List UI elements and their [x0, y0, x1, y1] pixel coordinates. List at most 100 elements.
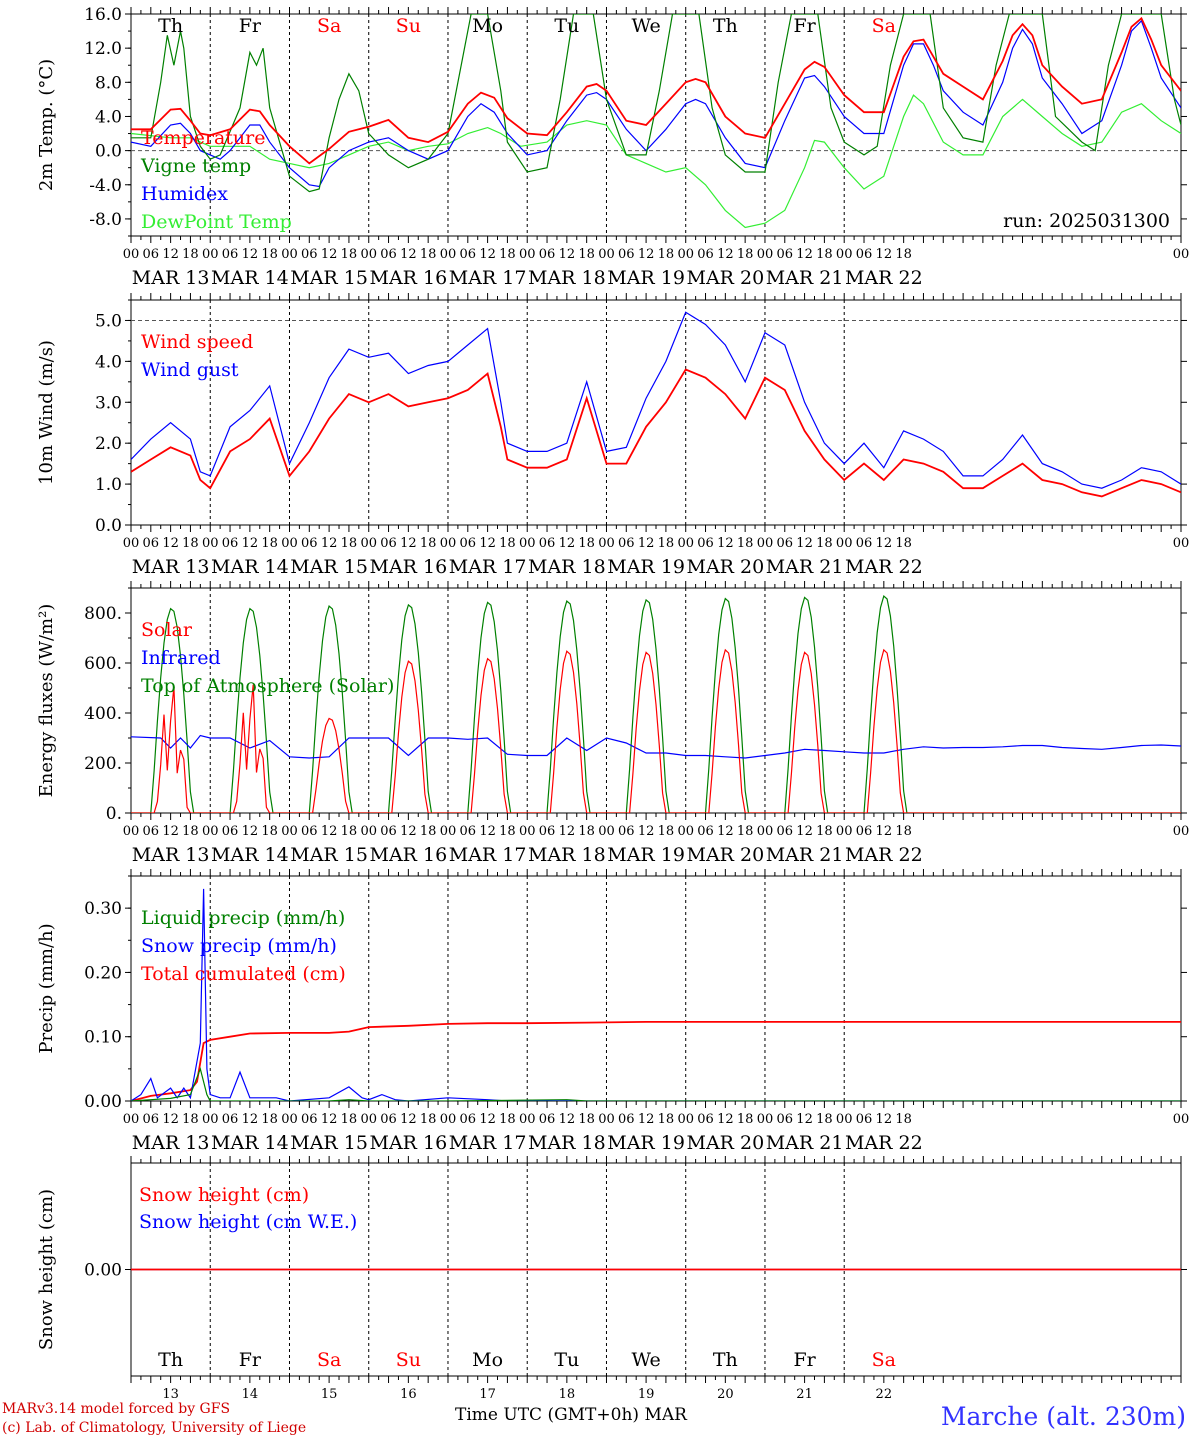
hour-tick-label: 00 [677, 824, 694, 839]
y-tick-label: 12.0 [84, 39, 122, 59]
legend-entry: Snow precip (mm/h) [141, 935, 337, 957]
series-line-dewpoint-temp [131, 94, 1181, 229]
hour-tick-label: 12 [717, 824, 734, 839]
hour-tick-label: 12 [717, 536, 734, 551]
y-tick-label: 5.0 [95, 311, 122, 331]
y-tick-label: 0.00 [84, 1092, 122, 1112]
y-axis-label: Precip (mm/h) [36, 923, 57, 1053]
hour-tick-label: 12 [321, 1112, 338, 1127]
y-tick-label: 3.0 [95, 393, 122, 413]
weekday-label: Fr [793, 15, 816, 37]
date-label: MAR 14 [211, 1132, 289, 1154]
site-label: Marche (alt. 230m) [940, 1402, 1186, 1431]
date-label: MAR 22 [845, 844, 923, 866]
hour-tick-label: 06 [697, 1112, 714, 1127]
legend-entry: Humidex [141, 183, 228, 205]
day-number-label: 13 [162, 1387, 179, 1402]
date-label: MAR 15 [290, 1132, 368, 1154]
weekday-label: Su [396, 15, 421, 37]
hour-tick-label: 00 [202, 824, 219, 839]
weekday-label: Th [713, 15, 738, 37]
hour-tick-label: 06 [856, 824, 873, 839]
hour-tick-label: 12 [876, 247, 893, 262]
month-label: MAR [644, 1405, 687, 1425]
date-label: MAR 13 [132, 844, 210, 866]
hour-tick-label: 18 [341, 536, 358, 551]
date-label: MAR 16 [370, 267, 448, 289]
hour-tick-label: 00 [360, 247, 377, 262]
hour-tick-label: 12 [321, 247, 338, 262]
hour-tick-label: 06 [143, 824, 160, 839]
weekday-label: Mo [472, 1349, 503, 1371]
hour-tick-label: 18 [895, 1112, 912, 1127]
weekday-label: Th [158, 15, 183, 37]
hour-tick-label: 18 [420, 536, 437, 551]
legend-entry: Snow height (cm W.E.) [139, 1211, 357, 1233]
hour-tick-label: 18 [816, 1112, 833, 1127]
hour-tick-label: 06 [618, 824, 635, 839]
hour-tick-label: 18 [341, 1112, 358, 1127]
x-axis-title: Time UTC (GMT+0h) [455, 1405, 640, 1425]
day-number-label: 17 [479, 1387, 496, 1402]
hour-tick-label: 18 [658, 824, 675, 839]
hour-tick-label: 12 [876, 1112, 893, 1127]
hour-tick-label: 18 [895, 824, 912, 839]
series-line-wind-speed [131, 368, 1181, 498]
hour-tick-label: 06 [143, 536, 160, 551]
hour-tick-label: 06 [856, 1112, 873, 1127]
hour-tick-label: 18 [658, 247, 675, 262]
hour-tick-label: 00 [757, 824, 774, 839]
hour-tick-label: 00 [836, 1112, 853, 1127]
y-tick-label: 0.20 [84, 963, 122, 983]
panel-energy: 0. 200. 400. 600. 800. Energy fluxes (W/m²) So… [36, 581, 1189, 866]
legend-entry: Liquid precip (mm/h) [141, 907, 345, 929]
hour-tick-label: 00 [519, 824, 536, 839]
hour-tick-label: 00 [519, 247, 536, 262]
hour-tick-label: 00 [1173, 1112, 1190, 1127]
date-label: MAR 19 [607, 844, 685, 866]
hour-tick-label: 06 [380, 1112, 397, 1127]
hour-tick-label: 00 [281, 247, 298, 262]
y-tick-label: 800. [84, 604, 122, 624]
series-line-wind-gust [131, 311, 1181, 489]
hour-tick-label: 12 [638, 824, 655, 839]
hour-tick-label: 06 [301, 536, 318, 551]
hour-tick-label: 12 [400, 536, 417, 551]
weekday-label: Sa [317, 15, 341, 37]
hour-tick-label: 00 [598, 247, 615, 262]
date-label: MAR 16 [370, 556, 448, 578]
weekday-label: Sa [872, 1349, 896, 1371]
hour-tick-label: 12 [242, 1112, 259, 1127]
hour-tick-label: 06 [301, 824, 318, 839]
hour-tick-label: 18 [499, 247, 516, 262]
weekday-label: Sa [317, 1349, 341, 1371]
day-number-label: 18 [559, 1387, 576, 1402]
hour-tick-label: 12 [321, 536, 338, 551]
y-tick-label: 0.0 [95, 516, 122, 536]
hour-tick-label: 18 [499, 536, 516, 551]
hour-tick-label: 06 [460, 247, 477, 262]
day-number-label: 19 [638, 1387, 655, 1402]
hour-tick-label: 06 [777, 1112, 794, 1127]
hour-tick-label: 18 [182, 824, 199, 839]
day-number-label: 16 [400, 1387, 417, 1402]
date-label: MAR 15 [290, 844, 368, 866]
y-tick-label: 0.00 [84, 1261, 122, 1281]
day-number-label: 20 [717, 1387, 734, 1402]
date-label: MAR 20 [686, 267, 764, 289]
date-label: MAR 18 [528, 556, 606, 578]
date-label: MAR 13 [132, 267, 210, 289]
date-label: MAR 14 [211, 844, 289, 866]
footer-copyright: (c) Lab. of Climatology, University of L… [2, 1420, 307, 1436]
date-label: MAR 17 [449, 556, 527, 578]
legend-entry: Infrared [141, 647, 221, 669]
hour-tick-label: 00 [123, 247, 140, 262]
date-label: MAR 18 [528, 1132, 606, 1154]
y-tick-label: 4.0 [95, 352, 122, 372]
date-label: MAR 21 [766, 844, 844, 866]
day-number-label: 22 [876, 1387, 893, 1402]
y-tick-label: 8.0 [95, 73, 122, 93]
hour-tick-label: 00 [519, 536, 536, 551]
hour-tick-label: 18 [816, 536, 833, 551]
